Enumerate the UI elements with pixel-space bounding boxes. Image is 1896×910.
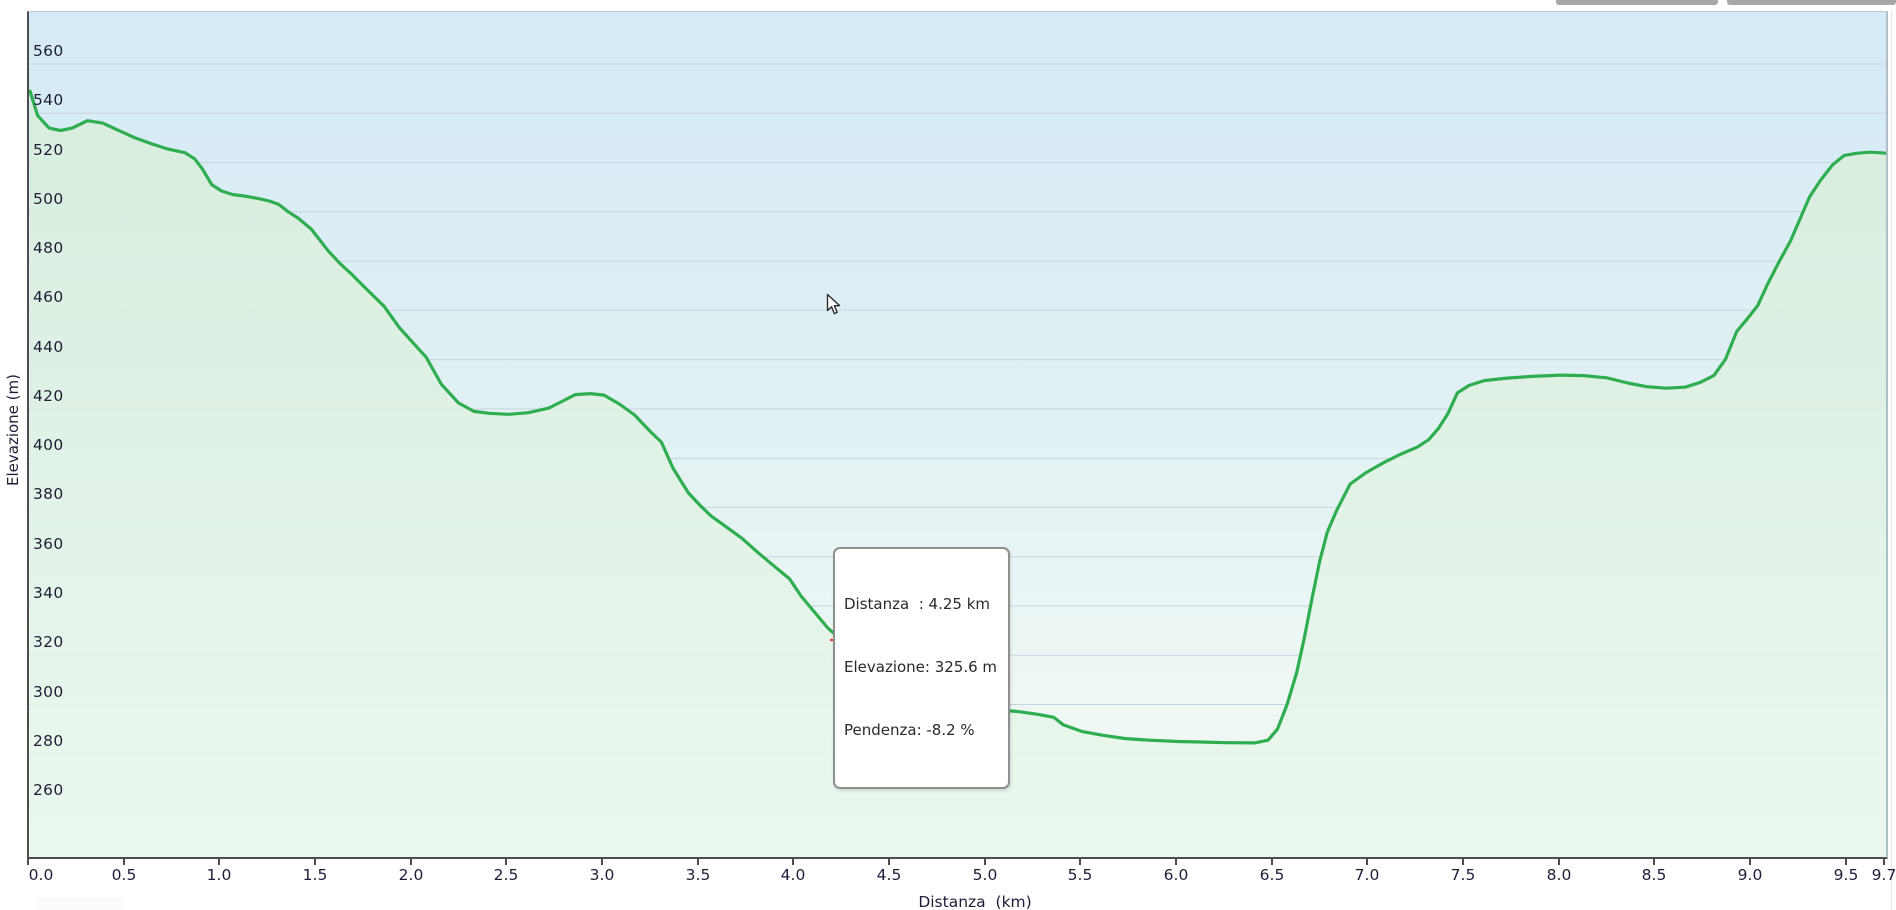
top-edge-button-fragment-right[interactable]: [1727, 0, 1896, 5]
y-tick-label: 400: [33, 436, 64, 454]
tooltip-line-distanza: Distanza : 4.25 km: [844, 595, 991, 613]
x-tick-label: 9.7: [1871, 866, 1896, 884]
x-tick-label: 7.5: [1450, 866, 1476, 884]
panel-right-border: [1891, 11, 1892, 910]
x-tick-label: 3.5: [685, 866, 711, 884]
bottom-left-fragment: [35, 897, 125, 910]
top-edge-button-fragment-left[interactable]: [1556, 0, 1718, 5]
tooltip: Distanza : 4.25 km Elevazione: 325.6 m P…: [833, 547, 1011, 789]
y-tick-label: 320: [33, 633, 64, 651]
tooltip-line-elevazione: Elevazione: 325.6 m: [844, 658, 998, 676]
y-tick-label: 480: [33, 239, 64, 257]
x-tick-label: 2.5: [493, 866, 519, 884]
y-tick-label: 300: [33, 683, 64, 701]
x-tick-mark: [792, 858, 794, 865]
x-tick-label: 6.0: [1163, 866, 1189, 884]
x-tick-mark: [1271, 858, 1273, 865]
x-tick-label: 3.0: [589, 866, 615, 884]
x-tick-label: 6.5: [1259, 866, 1285, 884]
x-tick-mark: [1883, 858, 1885, 865]
tooltip-line-pendenza: Pendenza: -8.2 %: [844, 721, 975, 739]
x-tick-mark: [697, 858, 699, 865]
x-tick-mark: [1462, 858, 1464, 865]
x-tick-label: 1.5: [302, 866, 328, 884]
x-tick-label: 1.0: [206, 866, 232, 884]
x-tick-mark: [314, 858, 316, 865]
x-tick-mark: [1366, 858, 1368, 865]
x-tick-mark: [1558, 858, 1560, 865]
x-axis-title: Distanza (km): [918, 893, 1032, 910]
y-axis-title: Elevazione (m): [4, 374, 22, 486]
chart-svg[interactable]: [29, 12, 1886, 857]
elevation-area: [30, 91, 1886, 857]
x-tick-mark: [1079, 858, 1081, 865]
x-tick-mark: [218, 858, 220, 865]
y-tick-label: 360: [33, 535, 64, 553]
x-tick-label: 0.0: [28, 866, 54, 884]
x-tick-label: 7.0: [1354, 866, 1380, 884]
y-tick-label: 420: [33, 387, 64, 405]
y-tick-label: 380: [33, 485, 64, 503]
y-tick-label: 440: [33, 338, 64, 356]
x-tick-mark: [888, 858, 890, 865]
y-tick-label: 340: [33, 584, 64, 602]
x-tick-label: 9.0: [1737, 866, 1763, 884]
x-tick-label: 8.0: [1546, 866, 1572, 884]
x-tick-label: 5.5: [1067, 866, 1093, 884]
x-tick-label: 0.5: [111, 866, 137, 884]
x-tick-label: 4.0: [780, 866, 806, 884]
x-tick-mark: [1845, 858, 1847, 865]
x-tick-mark: [410, 858, 412, 865]
x-tick-mark: [1653, 858, 1655, 865]
y-tick-label: 540: [33, 91, 64, 109]
y-tick-label: 560: [33, 42, 64, 60]
y-tick-label: 460: [33, 288, 64, 306]
mouse-cursor-icon: [826, 293, 841, 315]
x-tick-label: 4.5: [876, 866, 902, 884]
x-tick-mark: [601, 858, 603, 865]
x-tick-mark: [123, 858, 125, 865]
x-tick-label: 5.0: [972, 866, 998, 884]
x-tick-mark: [984, 858, 986, 865]
y-tick-label: 520: [33, 141, 64, 159]
x-tick-label: 9.5: [1833, 866, 1859, 884]
x-tick-label: 8.5: [1641, 866, 1667, 884]
x-tick-mark: [1749, 858, 1751, 865]
x-tick-label: 2.0: [398, 866, 424, 884]
y-tick-label: 280: [33, 732, 64, 750]
y-tick-label: 500: [33, 190, 64, 208]
x-tick-mark: [505, 858, 507, 865]
y-tick-label: 260: [33, 781, 64, 799]
x-tick-mark: [27, 858, 29, 865]
x-tick-mark: [1175, 858, 1177, 865]
